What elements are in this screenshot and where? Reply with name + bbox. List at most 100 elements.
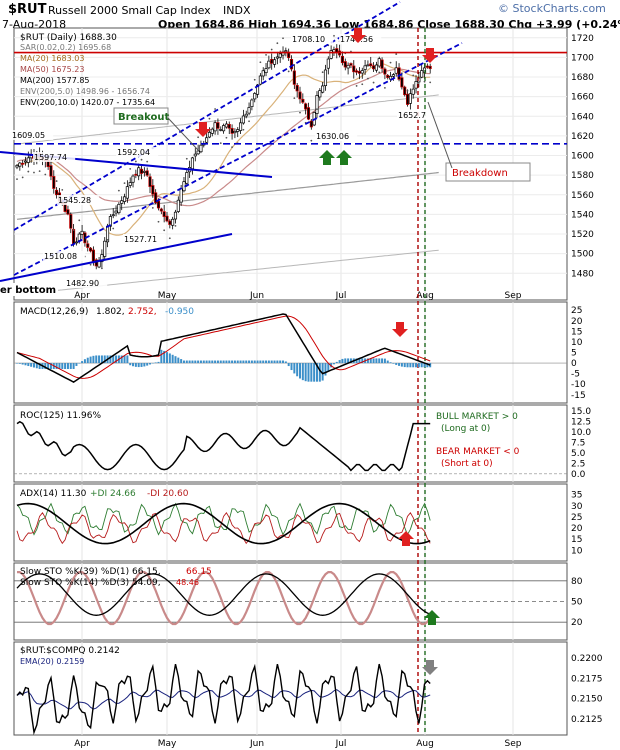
macd-histogram-bar	[301, 363, 304, 381]
macd-histogram-bar	[381, 358, 384, 364]
candle-body	[210, 128, 214, 134]
candle-body	[295, 85, 299, 92]
indicator-axis-tick: 10.0	[571, 428, 591, 438]
roc-line	[16, 420, 431, 472]
exchange-label: INDX	[223, 4, 251, 17]
sar-dot	[140, 158, 143, 161]
indicator-axis-tick: 15.0	[571, 407, 591, 417]
sar-dot	[367, 77, 369, 80]
panel-frame-rel	[13, 641, 568, 736]
sar-dot	[16, 178, 18, 181]
ticker-symbol: $RUT	[8, 2, 47, 17]
macd-histogram-bar	[140, 363, 143, 367]
candle-body	[284, 50, 288, 52]
breakout-label: Breakout	[118, 112, 169, 123]
candle-body	[52, 176, 56, 189]
price-axis-tick: 1560	[571, 191, 594, 201]
macd-histogram-bar	[282, 360, 285, 364]
candle-body	[380, 59, 384, 69]
macd-histogram-bar	[332, 363, 335, 365]
candle-body	[261, 70, 265, 77]
candle-body	[196, 150, 200, 155]
sar-dot	[208, 117, 211, 120]
bull-market-sub: (Long at 0)	[441, 424, 490, 434]
legend-env5: ENV(200,5.0) 1498.96 - 1656.74	[20, 87, 150, 96]
macd-histogram-bar	[109, 355, 112, 364]
candle-body	[154, 192, 158, 204]
price-axis-tick: 1680	[571, 73, 594, 83]
candle-body	[49, 165, 53, 177]
macd-histogram-bar	[392, 363, 395, 364]
candle-body	[332, 49, 336, 53]
sar-dot	[242, 128, 245, 131]
candle-body	[318, 90, 322, 98]
macd-histogram-bar	[293, 363, 296, 374]
breakout-pointer	[167, 117, 199, 151]
macd-line	[16, 313, 431, 383]
candle-body	[326, 58, 330, 69]
price-label-bg	[65, 278, 108, 288]
macd-histogram-bar	[378, 358, 381, 364]
red-down-arrow	[195, 122, 211, 137]
sar-dot	[123, 182, 126, 184]
sar-dot	[395, 53, 398, 55]
candle-body	[377, 58, 381, 67]
candle-body	[241, 115, 245, 124]
macd-histogram-bar	[55, 363, 58, 369]
candle-body	[298, 91, 302, 100]
adx-legend-name: ADX(14) 11.30	[20, 489, 87, 499]
x-axis-month-label: Apr	[74, 291, 90, 301]
legend-ma20: MA(20) 1683.03	[20, 54, 84, 63]
sar-dot	[372, 81, 375, 84]
candle-body	[321, 85, 325, 93]
price-label-bg	[291, 34, 334, 44]
indicator-axis-tick: 5.0	[571, 449, 586, 459]
x-axis-month-label-bottom: Jun	[249, 739, 264, 749]
x-axis-month-label: May	[158, 291, 177, 301]
candle-body	[190, 157, 195, 170]
indicator-axis-tick: 30	[571, 502, 583, 512]
macd-histogram-bar	[27, 363, 30, 367]
candle-body	[156, 200, 161, 209]
sto-legend-2: Slow STO %K(14) %D(3) 54.09,	[20, 578, 161, 588]
price-annotation-label: 1652.7	[398, 111, 426, 120]
price-annotation-label: 1527.71	[124, 235, 157, 244]
macd-histogram-bar	[242, 360, 245, 364]
macd-histogram-bar	[165, 352, 168, 364]
macd-histogram-bar	[273, 360, 276, 364]
candle-body	[278, 53, 282, 58]
macd-histogram-bar	[44, 363, 47, 369]
sar-dot	[270, 48, 273, 51]
candle-body	[165, 215, 169, 222]
sar-dot	[299, 111, 301, 114]
candle-body	[72, 228, 76, 245]
candle-body	[185, 172, 189, 184]
sto-legend-1-val: 66.15	[186, 567, 212, 577]
candle-body	[239, 122, 243, 131]
macd-histogram-bar	[149, 363, 152, 365]
candle-body	[26, 157, 30, 163]
indicator-axis-tick: -5	[571, 370, 580, 380]
candle-body	[405, 93, 410, 105]
candle-body	[213, 122, 217, 132]
candle-body	[414, 81, 418, 89]
macd-histogram-bar	[98, 355, 101, 364]
candle-body	[89, 247, 93, 252]
sar-dot	[55, 180, 58, 182]
macd-histogram-bar	[30, 363, 33, 367]
candle-body	[69, 214, 73, 229]
indicator-axis-tick: 0.2200	[571, 654, 603, 664]
sar-dot	[429, 81, 432, 84]
macd-histogram-bar	[307, 363, 310, 382]
macd-histogram-bar	[83, 359, 86, 364]
macd-histogram-bar	[256, 360, 259, 364]
candle-body	[77, 233, 81, 241]
candle-body	[193, 153, 197, 157]
indicator-axis-tick: 15	[571, 327, 582, 337]
candle-body	[128, 182, 132, 186]
macd-histogram-bar	[417, 363, 420, 368]
indicator-axis-tick: 10	[571, 338, 583, 348]
candle-body	[256, 84, 260, 95]
